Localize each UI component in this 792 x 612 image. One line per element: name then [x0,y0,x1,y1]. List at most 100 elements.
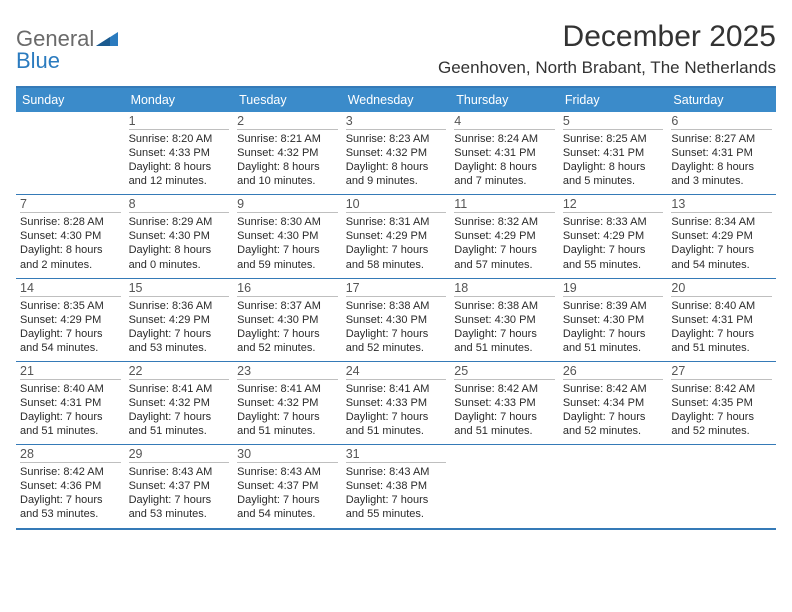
month-title: December 2025 [438,20,776,54]
sunrise-line: Sunrise: 8:31 AM [346,215,447,229]
sunrise-line: Sunrise: 8:41 AM [237,382,338,396]
sunrise-line: Sunrise: 8:36 AM [129,299,230,313]
daylight-line: Daylight: 7 hours and 52 minutes. [237,327,338,355]
sunset-line: Sunset: 4:30 PM [346,313,447,327]
daylight-line: Daylight: 7 hours and 51 minutes. [20,410,121,438]
daylight-line: Daylight: 8 hours and 3 minutes. [671,160,772,188]
daylight-line: Daylight: 7 hours and 52 minutes. [671,410,772,438]
sunset-line: Sunset: 4:37 PM [237,479,338,493]
sunrise-line: Sunrise: 8:21 AM [237,132,338,146]
sunset-line: Sunset: 4:36 PM [20,479,121,493]
daylight-line: Daylight: 7 hours and 51 minutes. [671,327,772,355]
sunrise-line: Sunrise: 8:20 AM [129,132,230,146]
sunset-line: Sunset: 4:38 PM [346,479,447,493]
day-cell: 29Sunrise: 8:43 AMSunset: 4:37 PMDayligh… [125,445,234,527]
sunset-line: Sunset: 4:30 PM [129,229,230,243]
logo-text: General Blue [16,28,118,72]
week-row: 7Sunrise: 8:28 AMSunset: 4:30 PMDaylight… [16,195,776,278]
sunset-line: Sunset: 4:32 PM [346,146,447,160]
day-number: 27 [671,364,772,380]
daylight-line: Daylight: 8 hours and 0 minutes. [129,243,230,271]
day-number: 8 [129,197,230,213]
weekday-label: Tuesday [233,88,342,112]
day-number: 12 [563,197,664,213]
day-number: 18 [454,281,555,297]
sunrise-line: Sunrise: 8:40 AM [20,382,121,396]
day-cell: 28 Sunrise: 8:42 AMSunset: 4:36 PMDayligh… [16,445,125,527]
day-cell: 24Sunrise: 8:41 AMSunset: 4:33 PMDayligh… [342,362,451,444]
daylight-line: Daylight: 7 hours and 52 minutes. [563,410,664,438]
day-number: 10 [346,197,447,213]
daylight-line: Daylight: 7 hours and 52 minutes. [346,327,447,355]
day-number: 23 [237,364,338,380]
day-cell: 21Sunrise: 8:40 AMSunset: 4:31 PMDayligh… [16,362,125,444]
day-cell: 18Sunrise: 8:38 AMSunset: 4:30 PMDayligh… [450,279,559,361]
sunrise-line: Sunrise: 8:34 AM [671,215,772,229]
day-cell: 20Sunrise: 8:40 AMSunset: 4:31 PMDayligh… [667,279,776,361]
sunrise-line: Sunrise: 8:28 AM [20,215,121,229]
day-cell: 5Sunrise: 8:25 AMSunset: 4:31 PMDaylight… [559,112,668,194]
day-number: 7 [20,197,121,213]
sunset-line: Sunset: 4:34 PM [563,396,664,410]
daylight-line: Daylight: 7 hours and 53 minutes. [20,493,121,521]
day-cell: 13Sunrise: 8:34 AMSunset: 4:29 PMDayligh… [667,195,776,277]
sunrise-line: Sunrise: 8:37 AM [237,299,338,313]
daylight-line: Daylight: 7 hours and 51 minutes. [454,327,555,355]
day-number: 29 [129,447,230,463]
sunset-line: Sunset: 4:32 PM [237,396,338,410]
sunset-line: Sunset: 4:29 PM [129,313,230,327]
day-cell: 11Sunrise: 8:32 AMSunset: 4:29 PMDayligh… [450,195,559,277]
week-row: 1Sunrise: 8:20 AMSunset: 4:33 PMDaylight… [16,112,776,195]
day-cell: 26 Sunrise: 8:42 AMSunset: 4:34 PMDayligh… [559,362,668,444]
day-cell [667,445,776,527]
sunrise-line: Sunrise: 8:30 AM [237,215,338,229]
day-number: 28 [20,447,121,463]
daylight-line: Daylight: 7 hours and 53 minutes. [129,493,230,521]
sunrise-line: Sunrise: 8:42 AM [563,382,664,396]
day-cell: 10 Sunrise: 8:31 AMSunset: 4:29 PMDayligh… [342,195,451,277]
sunrise-line: Sunrise: 8:38 AM [346,299,447,313]
sunrise-line: Sunrise: 8:42 AM [20,465,121,479]
day-number: 5 [563,114,664,130]
day-cell: 22Sunrise: 8:41 AMSunset: 4:32 PMDayligh… [125,362,234,444]
sunset-line: Sunset: 4:31 PM [563,146,664,160]
daylight-line: Daylight: 7 hours and 54 minutes. [671,243,772,271]
day-number: 24 [346,364,447,380]
daylight-line: Daylight: 8 hours and 5 minutes. [563,160,664,188]
daylight-line: Daylight: 7 hours and 57 minutes. [454,243,555,271]
day-number: 31 [346,447,447,463]
sunset-line: Sunset: 4:29 PM [346,229,447,243]
day-cell: 27Sunrise: 8:42 AMSunset: 4:35 PMDayligh… [667,362,776,444]
weekday-label: Saturday [667,88,776,112]
daylight-line: Daylight: 7 hours and 51 minutes. [563,327,664,355]
sunset-line: Sunset: 4:29 PM [563,229,664,243]
day-number [20,114,121,129]
day-number: 11 [454,197,555,213]
sunset-line: Sunset: 4:33 PM [129,146,230,160]
daylight-line: Daylight: 8 hours and 10 minutes. [237,160,338,188]
sunrise-line: Sunrise: 8:43 AM [346,465,447,479]
day-number: 26 [563,364,664,380]
sunrise-line: Sunrise: 8:42 AM [454,382,555,396]
daylight-line: Daylight: 7 hours and 54 minutes. [237,493,338,521]
sunrise-line: Sunrise: 8:27 AM [671,132,772,146]
day-cell: 16Sunrise: 8:37 AMSunset: 4:30 PMDayligh… [233,279,342,361]
day-cell: 1Sunrise: 8:20 AMSunset: 4:33 PMDaylight… [125,112,234,194]
sunrise-line: Sunrise: 8:33 AM [563,215,664,229]
day-cell: 8Sunrise: 8:29 AMSunset: 4:30 PMDaylight… [125,195,234,277]
title-block: December 2025 Geenhoven, North Brabant, … [438,20,776,78]
day-number: 6 [671,114,772,130]
sunset-line: Sunset: 4:32 PM [129,396,230,410]
daylight-line: Daylight: 8 hours and 7 minutes. [454,160,555,188]
day-number: 19 [563,281,664,297]
sunset-line: Sunset: 4:35 PM [671,396,772,410]
sunset-line: Sunset: 4:30 PM [454,313,555,327]
daylight-line: Daylight: 7 hours and 58 minutes. [346,243,447,271]
sunrise-line: Sunrise: 8:24 AM [454,132,555,146]
day-number: 25 [454,364,555,380]
daylight-line: Daylight: 7 hours and 59 minutes. [237,243,338,271]
sunset-line: Sunset: 4:31 PM [20,396,121,410]
day-number: 17 [346,281,447,297]
sunrise-line: Sunrise: 8:41 AM [346,382,447,396]
header: General Blue December 2025 Geenhoven, No… [16,20,776,78]
